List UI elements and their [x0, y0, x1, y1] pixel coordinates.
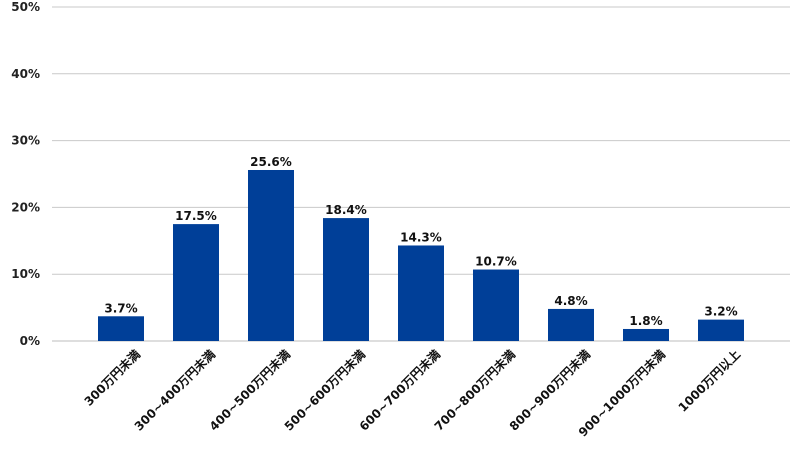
data-label: 14.3%: [400, 230, 442, 244]
data-label: 25.6%: [250, 155, 292, 169]
category-label: 300万円未満: [81, 347, 143, 409]
y-tick-label: 50%: [11, 0, 40, 14]
bars: [98, 169, 744, 341]
category-label: 700~800万円未満: [431, 347, 518, 434]
category-label: 1000万円以上: [675, 347, 743, 415]
bar: [548, 308, 594, 341]
bar: [173, 224, 219, 341]
data-label: 17.5%: [175, 209, 217, 223]
data-label: 3.2%: [704, 305, 737, 319]
data-label: 3.7%: [104, 301, 137, 315]
bar: [248, 169, 294, 341]
y-tick-label: 40%: [11, 67, 40, 81]
y-tick-label: 0%: [20, 334, 40, 348]
data-label: 1.8%: [629, 314, 662, 328]
data-label: 10.7%: [475, 255, 517, 269]
category-label: 600~700万円未満: [356, 347, 443, 434]
category-label: 400~500万円未満: [206, 347, 293, 434]
data-label: 18.4%: [325, 203, 367, 217]
bar: [323, 218, 369, 341]
bar: [698, 319, 744, 341]
category-label: 300~400万円未満: [131, 347, 218, 434]
bar: [398, 245, 444, 341]
data-label: 4.8%: [554, 294, 587, 308]
data-labels: 3.7% 17.5% 25.6% 18.4% 14.3% 10.7% 4.8% 1.8% 3.2…: [104, 155, 737, 328]
bar: [623, 328, 669, 341]
category-label: 500~600万円未満: [281, 347, 368, 434]
y-tick-label: 10%: [11, 267, 40, 281]
bar: [473, 269, 519, 341]
y-axis-tick-labels: 0% 10% 20% 30% 40% 50%: [11, 0, 40, 348]
y-tick-label: 20%: [11, 200, 40, 214]
bar: [98, 316, 144, 341]
category-label: 800~900万円未満: [506, 347, 593, 434]
y-tick-label: 30%: [11, 134, 40, 148]
category-labels: 300万円未満300~400万円未満400~500万円未満500~600万円未満…: [81, 347, 743, 440]
